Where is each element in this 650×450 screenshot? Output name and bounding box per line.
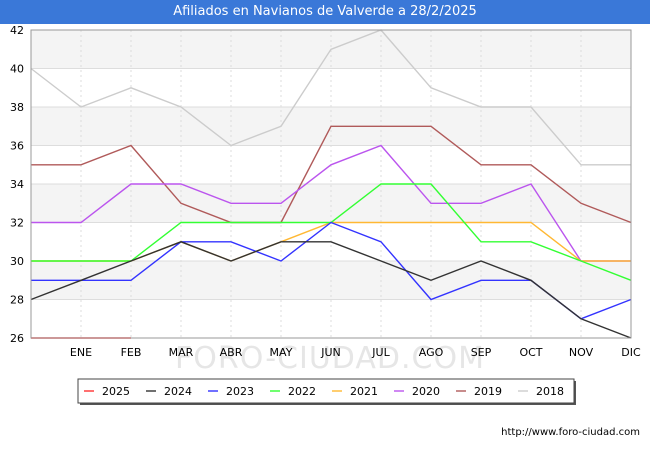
- legend-label: 2021: [350, 385, 378, 398]
- x-tick-label: OCT: [519, 346, 542, 359]
- y-tick-label: 42: [10, 24, 24, 37]
- y-axis-ticks: 26 28 30 32 34 36 38 40 42: [10, 24, 24, 345]
- x-tick-label: FEB: [121, 346, 142, 359]
- series-line-2024: [30, 241, 632, 339]
- legend-label: 2019: [474, 385, 502, 398]
- y-tick-label: 28: [10, 294, 24, 307]
- watermark-text: FORO-CIUDAD.COM: [175, 341, 485, 376]
- x-tick-label: DIC: [621, 346, 641, 359]
- legend-label: 2018: [536, 385, 564, 398]
- chart-title: Afiliados en Navianos de Valverde a 28/2…: [0, 0, 650, 24]
- x-tick-label: ABR: [220, 346, 243, 359]
- series-line-2019: [31, 125, 632, 224]
- y-tick-label: 38: [10, 101, 24, 114]
- y-tick-label: 34: [10, 178, 24, 191]
- x-tick-label: AGO: [419, 346, 444, 359]
- legend-box: [77, 378, 575, 404]
- series-lines: [30, 29, 632, 339]
- y-tick-label: 32: [10, 217, 24, 230]
- x-tick-label: MAR: [169, 346, 194, 359]
- legend-label: 2025: [102, 385, 130, 398]
- x-tick-label: JUL: [371, 346, 390, 359]
- y-tick-label: 26: [10, 332, 24, 345]
- x-tick-label: ENE: [70, 346, 92, 359]
- y-tick-label: 36: [10, 140, 24, 153]
- x-tick-label: SEP: [471, 346, 492, 359]
- y-tick-label: 40: [10, 63, 24, 76]
- x-tick-label: JUN: [320, 346, 341, 359]
- series-line-2020: [31, 144, 631, 262]
- x-axis-ticks: ENE FEB MAR ABR MAY JUN JUL AGO SEP OCT NOV DIC: [70, 346, 641, 359]
- x-tick-label: MAY: [270, 346, 293, 359]
- plot-frame: [30, 29, 632, 339]
- legend-label: 2024: [164, 385, 192, 398]
- source-url: http://www.foro-ciudad.com: [501, 427, 640, 438]
- y-tick-label: 30: [10, 255, 24, 268]
- legend-label: 2022: [288, 385, 316, 398]
- legend-label: 2023: [226, 385, 254, 398]
- legend-label: 2020: [412, 385, 440, 398]
- x-tick-label: NOV: [569, 346, 594, 359]
- series-line-2018: [30, 29, 631, 166]
- legend: 2025 2024 2023 2022 2021 2020 2019 2018: [77, 378, 576, 405]
